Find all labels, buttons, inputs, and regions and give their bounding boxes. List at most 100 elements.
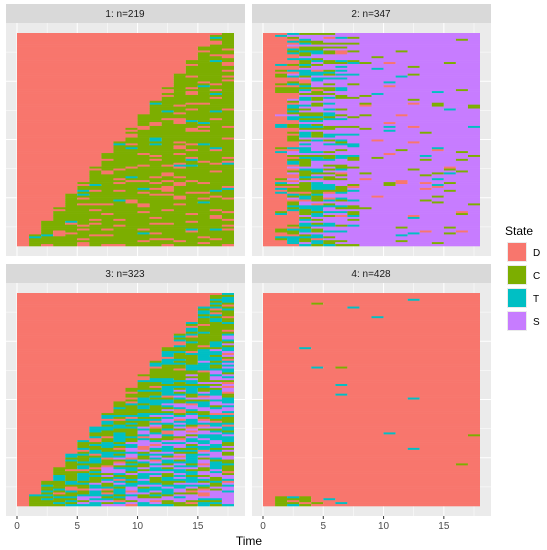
sequence-segment-T	[149, 463, 162, 466]
sequence-segment-D	[17, 504, 30, 507]
sequence-segment-C	[53, 216, 150, 220]
sequence-segment-D	[263, 416, 480, 420]
sequence-segment-T	[137, 490, 150, 493]
sequence-segment-S	[149, 424, 162, 427]
sequence-segment-S	[113, 482, 126, 485]
sequence-segment-D	[17, 293, 222, 296]
sequence-segment-S	[467, 230, 480, 233]
sequence-segment-D	[137, 211, 150, 214]
sequence-segment-C	[287, 131, 300, 134]
sequence-segment-D	[263, 149, 300, 152]
sequence-segment-D	[17, 368, 150, 371]
sequence-segment-D	[263, 199, 312, 202]
sequence-segment-C	[185, 339, 222, 342]
sequence-segment-D	[17, 209, 66, 212]
sequence-segment-C	[197, 52, 234, 55]
sequence-segment-D	[17, 172, 90, 175]
sequence-segment-D	[263, 112, 288, 115]
sequence-segment-T	[173, 465, 198, 468]
sequence-segment-C	[89, 172, 102, 175]
sequence-segment-S	[455, 182, 480, 185]
sequence-segment-C	[137, 469, 150, 472]
sequence-segment-C	[185, 122, 198, 125]
sequence-segment-D	[263, 174, 300, 177]
sequence-segment-T	[89, 426, 138, 429]
sequence-segment-D	[263, 100, 288, 104]
sequence-segment-C	[149, 164, 162, 167]
sequence-segment-D	[263, 216, 300, 220]
sequence-segment-T	[65, 504, 102, 507]
sequence-segment-C	[407, 98, 420, 102]
sequence-segment-C	[287, 137, 300, 140]
sequence-segment-D	[17, 358, 162, 362]
sequence-segment-T	[197, 306, 222, 309]
sequence-segment-C	[323, 176, 336, 179]
sequence-segment-D	[263, 158, 288, 162]
sequence-segment-D	[77, 244, 90, 247]
sequence-segment-C	[221, 461, 234, 464]
sequence-segment-D	[263, 110, 288, 113]
sequence-segment-T	[137, 397, 150, 400]
sequence-segment-D	[263, 349, 480, 352]
sequence-segment-C	[185, 475, 210, 478]
sequence-segment-T	[209, 36, 222, 40]
sequence-segment-C	[197, 63, 222, 67]
sequence-segment-S	[347, 178, 360, 181]
sequence-segment-S	[197, 420, 210, 424]
sequence-segment-D	[263, 67, 300, 71]
sequence-segment-D	[263, 48, 288, 51]
sequence-segment-T	[287, 58, 312, 61]
sequence-segment-D	[173, 145, 186, 148]
sequence-segment-S	[335, 127, 360, 131]
sequence-segment-D	[419, 397, 480, 400]
sequence-segment-S	[221, 500, 234, 503]
sequence-segment-D	[311, 496, 480, 499]
sequence-segment-D	[221, 224, 234, 227]
sequence-segment-D	[161, 395, 174, 398]
sequence-segment-D	[221, 48, 234, 51]
sequence-segment-D	[185, 127, 198, 131]
sequence-segment-D	[17, 300, 210, 303]
sequence-segment-T	[209, 93, 222, 96]
sequence-segment-D	[263, 224, 288, 227]
sequence-segment-S	[287, 172, 300, 175]
sequence-segment-D	[263, 444, 480, 447]
sequence-segment-T	[185, 329, 198, 333]
sequence-segment-C	[197, 335, 222, 338]
sequence-segment-C	[209, 300, 222, 303]
sequence-segment-T	[89, 428, 114, 431]
sequence-segment-T	[197, 316, 210, 319]
sequence-segment-D	[263, 195, 288, 198]
sequence-segment-T	[311, 242, 324, 245]
sequence-segment-C	[275, 89, 300, 92]
sequence-segment-C	[113, 401, 126, 404]
sequence-segment-C	[185, 182, 198, 185]
sequence-segment-D	[17, 387, 126, 391]
sequence-segment-T	[299, 73, 324, 76]
sequence-segment-D	[209, 170, 222, 173]
sequence-segment-C	[113, 428, 138, 431]
sequence-segment-D	[263, 459, 480, 462]
sequence-segment-T	[371, 67, 384, 71]
sequence-segment-D	[125, 199, 138, 202]
sequence-segment-S	[137, 467, 150, 470]
sequence-segment-C	[101, 162, 174, 165]
sequence-segment-C	[209, 476, 222, 480]
sequence-segment-C	[185, 162, 210, 165]
sequence-segment-S	[221, 384, 234, 387]
sequence-segment-S	[299, 122, 384, 125]
sequence-segment-T	[335, 139, 348, 142]
sequence-segment-T	[137, 401, 174, 404]
sequence-segment-D	[17, 96, 162, 100]
sequence-segment-S	[395, 85, 480, 88]
sequence-segment-T	[275, 63, 288, 67]
sequence-segment-T	[137, 480, 150, 484]
sequence-segment-C	[221, 40, 234, 43]
sequence-segment-D	[17, 106, 150, 109]
sequence-segment-D	[17, 34, 210, 38]
sequence-segment-T	[221, 364, 234, 367]
sequence-segment-T	[431, 184, 444, 187]
sequence-segment-D	[221, 56, 234, 59]
sequence-segment-C	[89, 174, 162, 177]
sequence-segment-T	[347, 62, 360, 65]
